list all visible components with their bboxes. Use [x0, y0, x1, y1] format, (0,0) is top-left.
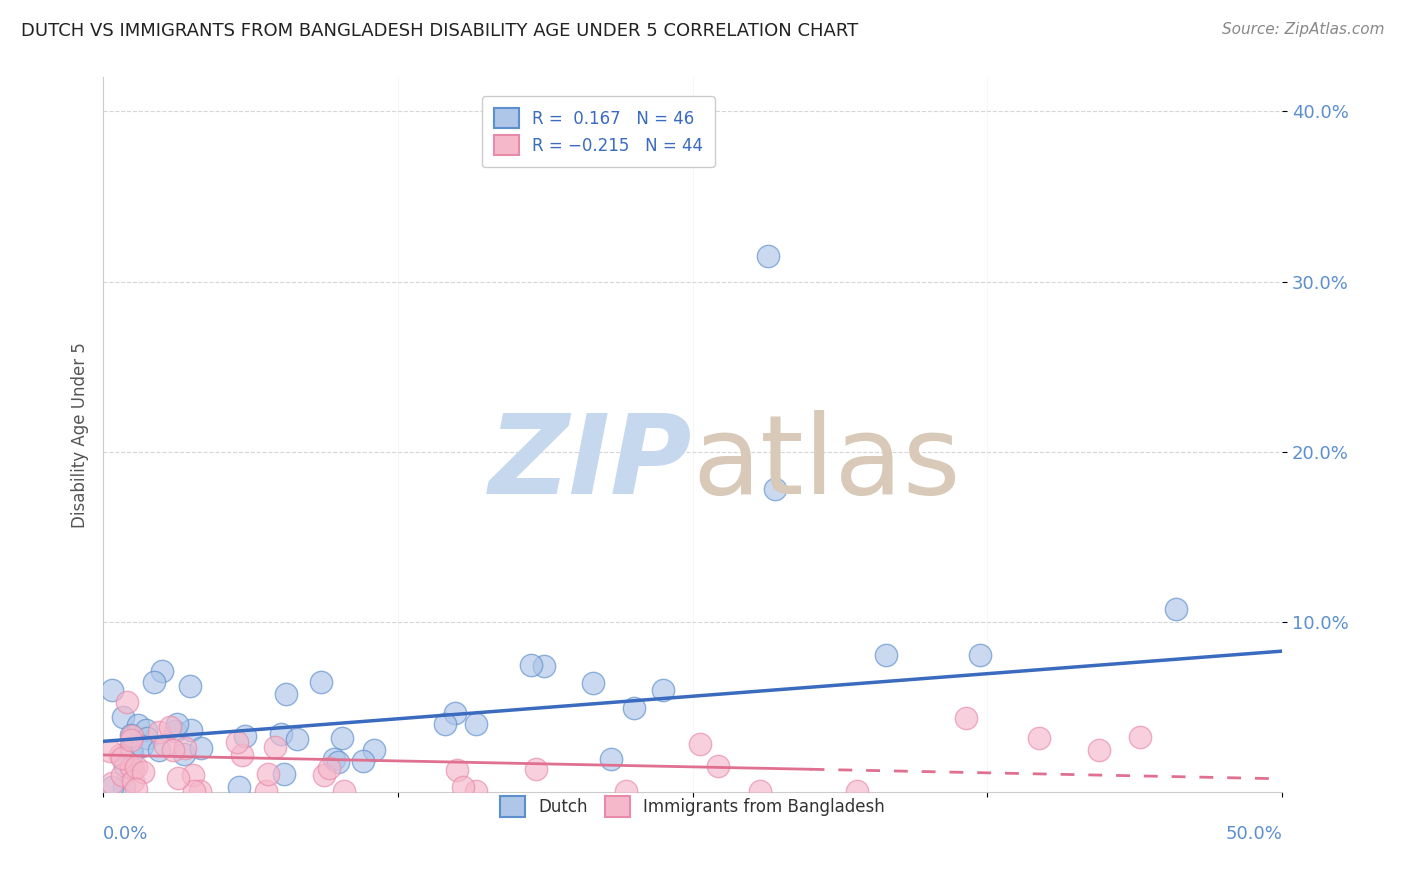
Point — [444, 706, 467, 721]
Point — [125, 759, 148, 773]
Point — [599, 752, 621, 766]
Point — [225, 735, 247, 749]
Point — [256, 767, 278, 781]
Point — [121, 746, 143, 760]
Point — [111, 768, 134, 782]
Point — [312, 768, 335, 782]
Point — [135, 723, 157, 737]
Point — [111, 710, 134, 724]
Text: DUTCH VS IMMIGRANTS FROM BANGLADESH DISABILITY AGE UNDER 5 CORRELATION CHART: DUTCH VS IMMIGRANTS FROM BANGLADESH DISA… — [21, 22, 858, 40]
Point — [955, 711, 977, 725]
Point — [323, 751, 346, 765]
Text: Source: ZipAtlas.com: Source: ZipAtlas.com — [1222, 22, 1385, 37]
Point — [101, 780, 124, 795]
Point — [582, 676, 605, 690]
Point — [166, 716, 188, 731]
Point — [162, 743, 184, 757]
Point — [1028, 731, 1050, 746]
Point — [326, 756, 349, 770]
Point — [174, 740, 197, 755]
Point — [114, 759, 136, 773]
Point — [1164, 601, 1187, 615]
Point — [183, 768, 205, 782]
Point — [110, 747, 132, 762]
Point — [533, 658, 555, 673]
Point — [122, 762, 145, 776]
Point — [127, 717, 149, 731]
Point — [188, 783, 211, 797]
Point — [363, 743, 385, 757]
Point — [153, 738, 176, 752]
Point — [756, 249, 779, 263]
Point — [111, 750, 134, 764]
Point — [231, 747, 253, 762]
Legend: Dutch, Immigrants from Bangladesh: Dutch, Immigrants from Bangladesh — [494, 789, 891, 823]
Point — [150, 664, 173, 678]
Point — [148, 743, 170, 757]
Point — [1088, 742, 1111, 756]
Point — [122, 774, 145, 789]
Point — [100, 744, 122, 758]
Point — [173, 747, 195, 762]
Point — [524, 762, 547, 776]
Point — [453, 780, 475, 794]
Point — [330, 731, 353, 745]
Y-axis label: Disability Age Under 5: Disability Age Under 5 — [72, 342, 89, 528]
Point — [309, 674, 332, 689]
Point — [120, 733, 142, 747]
Point — [112, 780, 135, 795]
Point — [285, 731, 308, 746]
Point — [614, 783, 637, 797]
Point — [748, 783, 770, 797]
Point — [159, 720, 181, 734]
Point — [125, 781, 148, 796]
Point — [520, 657, 543, 672]
Point — [166, 771, 188, 785]
Point — [446, 763, 468, 777]
Point — [101, 682, 124, 697]
Point — [120, 741, 142, 756]
Point — [228, 780, 250, 795]
Point — [465, 716, 488, 731]
Point — [115, 695, 138, 709]
Point — [180, 723, 202, 737]
Point — [318, 761, 340, 775]
Point — [233, 730, 256, 744]
Text: ZIP: ZIP — [489, 410, 693, 517]
Point — [179, 679, 201, 693]
Point — [434, 717, 457, 731]
Point — [121, 729, 143, 743]
Point — [273, 767, 295, 781]
Point — [332, 783, 354, 797]
Point — [120, 728, 142, 742]
Point — [136, 731, 159, 746]
Point — [464, 783, 486, 797]
Point — [142, 675, 165, 690]
Text: 50.0%: 50.0% — [1226, 824, 1282, 843]
Text: 0.0%: 0.0% — [103, 824, 149, 843]
Point — [132, 764, 155, 779]
Point — [274, 687, 297, 701]
Point — [270, 727, 292, 741]
Point — [101, 776, 124, 790]
Point — [763, 483, 786, 497]
Point — [623, 701, 645, 715]
Point — [352, 754, 374, 768]
Point — [875, 648, 897, 663]
Point — [183, 783, 205, 797]
Point — [254, 783, 277, 797]
Point — [689, 737, 711, 751]
Point — [190, 741, 212, 756]
Point — [163, 723, 186, 738]
Point — [846, 783, 869, 797]
Point — [264, 739, 287, 754]
Point — [120, 760, 142, 774]
Text: atlas: atlas — [693, 410, 962, 517]
Point — [148, 725, 170, 739]
Point — [131, 739, 153, 753]
Point — [651, 683, 673, 698]
Point — [969, 648, 991, 662]
Point — [707, 758, 730, 772]
Point — [1129, 730, 1152, 744]
